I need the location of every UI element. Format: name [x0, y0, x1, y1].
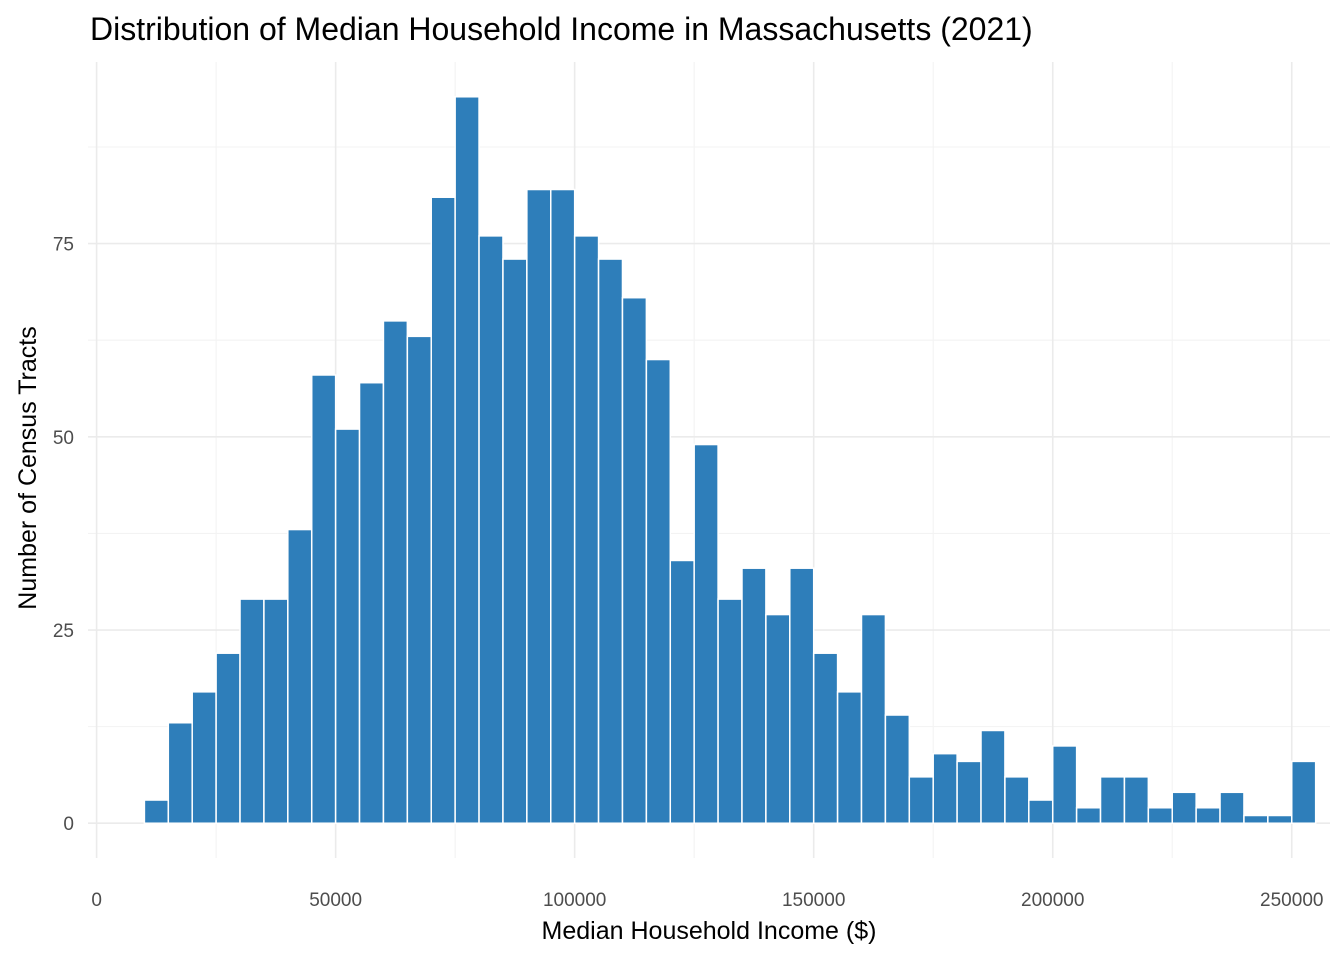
histogram-bar — [789, 567, 815, 824]
histogram-bar — [334, 428, 361, 824]
histogram-bar — [454, 96, 480, 824]
histogram-bar — [908, 776, 934, 824]
x-tick-label: 0 — [91, 890, 102, 911]
y-tick-label: 25 — [53, 621, 74, 642]
x-axis-ticks: 0 50000 100000 150000 200000 250000 — [91, 890, 1323, 911]
histogram-bar — [1171, 791, 1197, 824]
histogram-bar — [932, 752, 958, 824]
chart-title: Distribution of Median Household Income … — [90, 11, 1033, 47]
y-tick-label: 75 — [53, 235, 74, 256]
x-axis-title: Median Household Income ($) — [542, 917, 877, 945]
histogram-bar — [645, 358, 672, 824]
histogram-bar — [597, 258, 624, 824]
y-axis-title: Number of Census Tracts — [14, 326, 42, 609]
histogram-bar — [215, 652, 241, 824]
y-tick-label: 0 — [63, 814, 74, 835]
histogram-bar — [669, 559, 695, 824]
histogram-bar — [143, 799, 170, 824]
histogram-bar — [1099, 776, 1126, 824]
y-tick-label: 50 — [53, 428, 74, 449]
histogram-bar — [693, 443, 719, 824]
histogram-bar — [1028, 799, 1054, 824]
histogram-bar — [406, 335, 432, 824]
histogram-bar — [1051, 745, 1078, 824]
histogram-bar — [1219, 791, 1245, 824]
histogram-bar — [550, 188, 576, 824]
x-tick-label: 250000 — [1260, 890, 1323, 911]
histogram-bar — [430, 196, 456, 824]
histogram-bar — [358, 381, 385, 824]
x-tick-label: 200000 — [1021, 890, 1084, 911]
histogram-bar — [1147, 807, 1173, 824]
histogram-bar — [310, 374, 337, 824]
histogram-bar — [1291, 760, 1317, 824]
histogram-bar — [191, 691, 217, 824]
x-tick-label: 100000 — [543, 890, 606, 911]
histogram-bar — [836, 691, 863, 824]
histogram-bar — [1195, 807, 1221, 824]
histogram-bar — [1004, 776, 1030, 824]
histogram-bar — [502, 258, 528, 824]
histogram-bar — [167, 722, 193, 824]
histogram-bar — [573, 235, 600, 824]
histogram-bar — [860, 613, 887, 824]
histogram-bar — [1075, 807, 1102, 824]
x-tick-label: 150000 — [782, 890, 845, 911]
histogram-bar — [478, 235, 504, 824]
x-tick-label: 50000 — [309, 890, 362, 911]
histogram-bar — [1243, 814, 1269, 824]
y-axis-ticks: 0 25 50 75 — [53, 235, 74, 836]
histogram-bar — [1267, 814, 1293, 824]
histogram-bar — [741, 567, 767, 824]
histogram-bar — [239, 598, 265, 824]
histogram-bar — [382, 320, 409, 824]
histogram-bar — [812, 652, 839, 824]
histogram-bar — [717, 598, 743, 824]
histogram-bar — [621, 296, 648, 824]
histogram-bar — [956, 760, 982, 824]
histogram-bars — [143, 96, 1317, 824]
histogram-bar — [980, 729, 1006, 824]
histogram-bar — [287, 528, 313, 824]
histogram-bar — [765, 613, 791, 824]
histogram-bar — [263, 598, 289, 824]
histogram-bar — [884, 714, 911, 824]
histogram-bar — [1123, 776, 1150, 824]
histogram-bar — [526, 188, 552, 824]
